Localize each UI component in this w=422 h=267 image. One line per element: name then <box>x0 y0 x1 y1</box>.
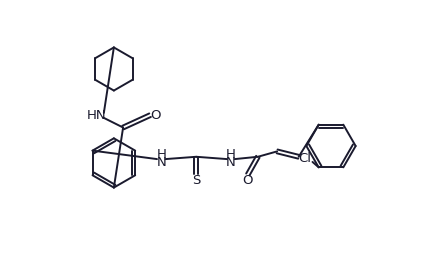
Text: Cl: Cl <box>298 152 311 164</box>
Text: N: N <box>157 156 167 169</box>
Text: O: O <box>150 109 161 122</box>
Text: N: N <box>226 156 236 169</box>
Text: H: H <box>157 148 167 161</box>
Text: HN: HN <box>87 109 106 122</box>
Text: S: S <box>192 174 200 187</box>
Text: H: H <box>226 148 236 161</box>
Text: O: O <box>243 174 253 187</box>
